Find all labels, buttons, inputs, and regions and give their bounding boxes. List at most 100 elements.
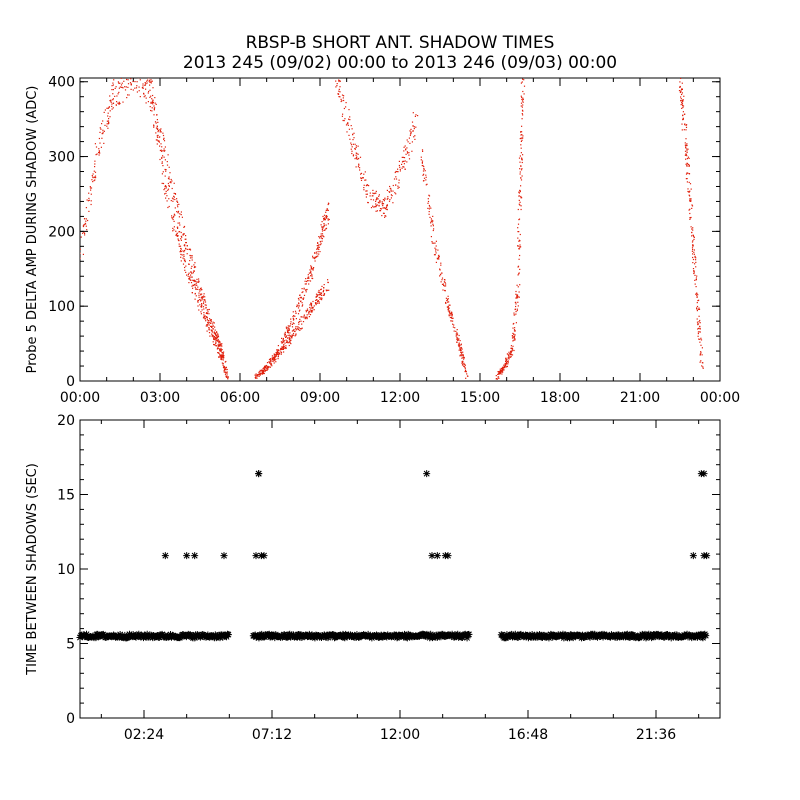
amp-point xyxy=(378,194,380,196)
amp-point xyxy=(152,103,154,105)
amp-point xyxy=(165,170,167,172)
amp-point xyxy=(695,279,697,281)
amp-point xyxy=(701,347,703,349)
amp-point xyxy=(212,321,214,323)
amp-point xyxy=(288,336,290,338)
amp-point xyxy=(691,247,694,249)
amp-point xyxy=(696,308,698,310)
amp-point xyxy=(275,352,277,354)
amp-point xyxy=(154,97,156,99)
amp-point xyxy=(191,292,193,294)
amp-point xyxy=(218,344,220,346)
amp-point xyxy=(427,202,429,204)
amp-point xyxy=(183,258,185,260)
amp-point xyxy=(177,206,179,208)
amp-point xyxy=(269,362,271,364)
amp-point xyxy=(167,189,169,191)
amp-point xyxy=(213,343,215,346)
amp-point xyxy=(167,177,170,179)
amp-point xyxy=(402,166,404,168)
amp-point xyxy=(317,255,319,257)
amp-point xyxy=(164,193,166,195)
amp-point xyxy=(129,75,130,76)
amp-point xyxy=(292,315,294,318)
amp-point xyxy=(129,82,132,84)
amp-point xyxy=(270,360,272,362)
amp-point xyxy=(115,86,117,88)
amp-point xyxy=(696,305,699,308)
amp-point xyxy=(217,344,219,346)
amp-point xyxy=(299,318,301,320)
amp-point xyxy=(156,128,159,130)
amp-point xyxy=(183,233,185,235)
amp-point xyxy=(462,360,464,362)
amp-point xyxy=(697,328,699,330)
amp-point xyxy=(104,109,106,111)
amp-point xyxy=(186,274,188,276)
amp-point xyxy=(212,328,214,330)
amp-point xyxy=(102,131,104,133)
amp-point xyxy=(377,198,379,200)
amp-point xyxy=(320,237,322,239)
amp-point xyxy=(156,139,158,141)
amp-point xyxy=(182,250,184,252)
amp-point xyxy=(126,68,127,69)
amp-point xyxy=(322,290,324,292)
amp-point xyxy=(318,246,320,248)
amp-point xyxy=(191,272,193,275)
amp-point xyxy=(697,323,699,325)
amp-point xyxy=(107,107,109,109)
amp-point xyxy=(149,84,151,86)
amp-point xyxy=(162,150,164,152)
interval-outlier-point xyxy=(428,552,436,560)
amp-point xyxy=(518,195,520,197)
amp-point xyxy=(359,156,362,158)
amp-point xyxy=(358,164,360,166)
amp-point xyxy=(148,78,150,79)
amp-point xyxy=(513,339,515,341)
amp-point xyxy=(696,275,698,277)
amp-point xyxy=(406,147,408,149)
amp-point xyxy=(153,126,155,128)
amp-point xyxy=(514,334,516,336)
amp-point xyxy=(220,345,222,347)
amp-point xyxy=(447,310,449,312)
amp-point xyxy=(698,338,700,340)
amp-point xyxy=(401,156,403,158)
amp-point xyxy=(681,88,683,90)
amp-point xyxy=(404,168,406,170)
amp-point xyxy=(91,175,93,177)
amp-point xyxy=(85,225,87,227)
amp-point xyxy=(438,256,440,258)
amp-point xyxy=(254,374,256,376)
amp-point xyxy=(349,116,351,118)
amp-point xyxy=(516,308,518,310)
amp-point xyxy=(454,327,456,329)
interval-point xyxy=(544,631,552,639)
amp-point xyxy=(438,254,440,256)
amp-point xyxy=(681,92,683,94)
amp-point xyxy=(320,243,322,245)
amp-point xyxy=(290,321,292,323)
amp-point xyxy=(298,305,300,307)
amp-point xyxy=(145,83,147,85)
amp-point xyxy=(433,228,435,230)
amp-point xyxy=(197,301,199,303)
amp-point xyxy=(190,271,192,273)
amp-point xyxy=(269,358,271,360)
amp-point xyxy=(263,372,265,375)
amp-point xyxy=(201,304,203,306)
amp-point xyxy=(351,150,353,152)
amp-point xyxy=(168,178,170,180)
amp-point xyxy=(179,245,182,247)
amp-point xyxy=(278,349,280,351)
amp-point xyxy=(184,266,186,269)
amp-point xyxy=(428,211,430,213)
interval-point xyxy=(214,633,222,641)
amp-point xyxy=(287,327,290,329)
amp-point xyxy=(312,306,314,308)
amp-point xyxy=(700,339,703,341)
amp-point xyxy=(310,272,312,274)
amp-point xyxy=(139,79,141,81)
amp-point xyxy=(692,240,694,242)
